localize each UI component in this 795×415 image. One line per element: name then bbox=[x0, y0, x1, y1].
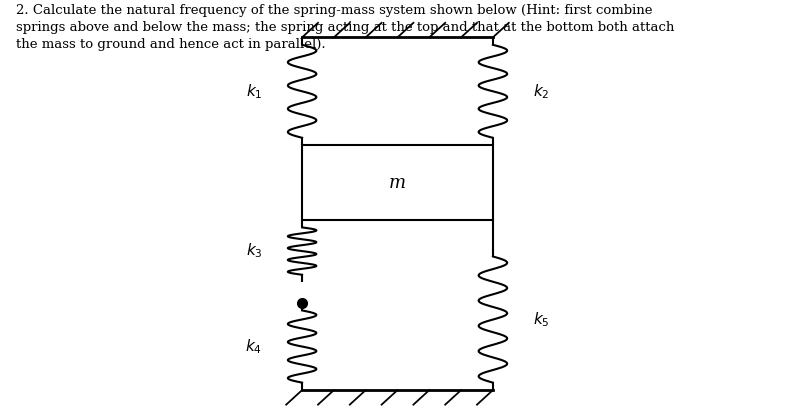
Text: $k_5$: $k_5$ bbox=[533, 310, 549, 329]
Text: $k_3$: $k_3$ bbox=[246, 242, 262, 261]
Text: 2. Calculate the natural frequency of the spring-mass system shown below (Hint: : 2. Calculate the natural frequency of th… bbox=[16, 4, 674, 51]
Text: $k_2$: $k_2$ bbox=[533, 82, 549, 101]
Text: $k_1$: $k_1$ bbox=[246, 82, 262, 101]
Bar bbox=[302, 145, 493, 220]
Text: $k_4$: $k_4$ bbox=[246, 337, 262, 356]
Text: m: m bbox=[389, 173, 406, 192]
